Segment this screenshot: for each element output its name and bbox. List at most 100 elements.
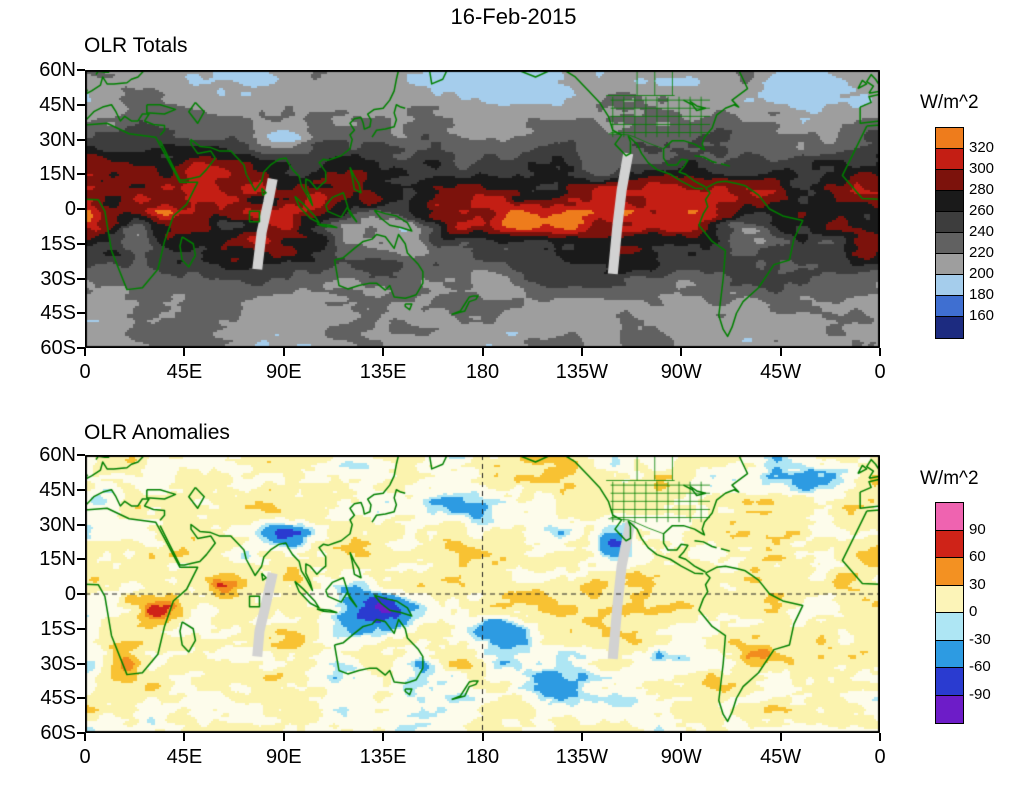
x-axis-tick-mark bbox=[680, 733, 683, 741]
panel-title-olr-totals: OLR Totals bbox=[84, 34, 188, 57]
y-axis-tick-mark bbox=[77, 662, 85, 665]
colorbar-tick-label: 200 bbox=[969, 265, 995, 282]
colorbar-tick-label: 0 bbox=[969, 603, 978, 620]
colorbar-tick-label: 220 bbox=[969, 244, 995, 261]
x-axis-tick-label: 135W bbox=[555, 361, 608, 383]
x-axis-tick-label: 90W bbox=[660, 361, 702, 383]
map-canvas-olr-totals bbox=[85, 70, 880, 348]
y-axis-tick-mark bbox=[77, 732, 85, 734]
colorbar bbox=[935, 502, 964, 724]
x-axis-tick-mark bbox=[481, 348, 484, 356]
y-axis-tick-label: 45N bbox=[39, 478, 76, 501]
y-axis-tick-label: 45S bbox=[40, 302, 76, 325]
colorbar-segment bbox=[936, 317, 963, 338]
colorbar-tick-label: -30 bbox=[969, 630, 991, 648]
colorbar-segment bbox=[936, 149, 963, 170]
colorbar-tick-label: 260 bbox=[969, 202, 995, 219]
y-axis-tick-label: 15N bbox=[39, 548, 76, 571]
x-axis-tick-mark bbox=[680, 348, 683, 356]
x-axis-tick-mark bbox=[580, 733, 583, 741]
y-axis-tick-mark bbox=[77, 173, 85, 176]
x-axis-tick-label: 90E bbox=[265, 746, 302, 768]
y-axis-tick-label: 0 bbox=[64, 198, 76, 220]
y-axis-tick-mark bbox=[77, 593, 85, 595]
x-axis-tick-mark bbox=[282, 348, 285, 356]
x-axis-tick-label: 0 bbox=[79, 746, 91, 768]
y-axis-tick-mark bbox=[77, 697, 85, 700]
x-axis-tick-mark bbox=[382, 348, 385, 356]
y-axis-tick-label: 0 bbox=[64, 583, 76, 605]
x-axis-tick-mark bbox=[282, 733, 285, 741]
colorbar-segment bbox=[936, 296, 963, 317]
y-axis-tick-mark bbox=[77, 523, 85, 526]
y-axis-tick-mark bbox=[77, 208, 85, 210]
y-axis-tick-label: 60N bbox=[39, 444, 76, 466]
x-axis-tick-label: 90E bbox=[265, 361, 302, 383]
x-axis-tick-mark bbox=[481, 733, 484, 741]
x-axis-tick-mark bbox=[779, 733, 782, 741]
y-axis-tick-mark bbox=[77, 103, 85, 106]
y-axis-tick-mark bbox=[77, 69, 85, 71]
y-axis-tick-mark bbox=[77, 488, 85, 491]
colorbar-tick-label: -60 bbox=[969, 658, 991, 675]
panel-title-olr-anomalies: OLR Anomalies bbox=[84, 421, 230, 444]
y-axis-tick-mark bbox=[77, 347, 85, 349]
colorbar-segment bbox=[936, 233, 963, 254]
x-axis-tick-label: 135E bbox=[359, 746, 407, 768]
x-axis-tick-label: 0 bbox=[79, 361, 91, 383]
x-axis-tick-label: 90W bbox=[660, 746, 702, 768]
x-axis-tick-label: 180 bbox=[465, 746, 500, 768]
colorbar-tick-label: 320 bbox=[969, 139, 995, 156]
y-axis-tick-label: 30S bbox=[40, 267, 76, 290]
x-axis-tick-mark bbox=[779, 348, 782, 356]
x-axis-tick-label: 45E bbox=[166, 746, 203, 768]
y-axis-tick-label: 15N bbox=[39, 163, 76, 186]
x-axis-tick-label: 135W bbox=[555, 746, 608, 768]
y-axis-tick-label: 60N bbox=[39, 59, 76, 81]
colorbar-segment bbox=[936, 275, 963, 296]
y-axis-tick-label: 30N bbox=[39, 128, 76, 151]
colorbar-tick-label: -90 bbox=[969, 685, 991, 703]
colorbar-segment bbox=[936, 668, 963, 696]
figure-title-date: 16-Feb-2015 bbox=[450, 4, 577, 29]
y-axis-tick-mark bbox=[77, 312, 85, 315]
x-axis-tick-mark bbox=[84, 733, 86, 741]
x-axis-tick-label: 45W bbox=[760, 361, 802, 383]
y-axis-tick-label: 60S bbox=[40, 722, 76, 744]
y-axis-tick-mark bbox=[77, 138, 85, 141]
colorbar-tick-label: 280 bbox=[969, 181, 995, 198]
x-axis-tick-label: 0 bbox=[874, 746, 886, 768]
colorbar-segment bbox=[936, 128, 963, 149]
y-axis-tick-mark bbox=[77, 558, 85, 561]
colorbar-segment bbox=[936, 503, 963, 531]
colorbar-segment bbox=[936, 530, 963, 558]
colorbar-tick-label: 90 bbox=[969, 520, 986, 538]
x-axis-tick-label: 180 bbox=[465, 361, 500, 383]
colorbar-segment bbox=[936, 191, 963, 212]
y-axis-tick-mark bbox=[77, 242, 85, 245]
x-axis-tick-mark bbox=[382, 733, 385, 741]
y-axis-tick-mark bbox=[77, 627, 85, 630]
colorbar-segment bbox=[936, 558, 963, 586]
colorbar-segment bbox=[936, 613, 963, 641]
colorbar-units-label: W/m^2 bbox=[920, 92, 979, 113]
map-olr-anomalies bbox=[85, 455, 880, 733]
y-axis-tick-label: 30S bbox=[40, 652, 76, 675]
x-axis-tick-mark bbox=[580, 348, 583, 356]
colorbar-segment bbox=[936, 585, 963, 613]
x-axis-tick-label: 45W bbox=[760, 746, 802, 768]
x-axis-tick-mark bbox=[183, 348, 186, 356]
y-axis-tick-mark bbox=[77, 454, 85, 456]
colorbar-tick-label: 60 bbox=[969, 548, 986, 565]
x-axis-tick-label: 0 bbox=[874, 361, 886, 383]
colorbar-segment bbox=[936, 640, 963, 668]
colorbar-tick-label: 180 bbox=[969, 286, 995, 303]
x-axis-tick-mark bbox=[879, 348, 881, 356]
y-axis-tick-label: 60S bbox=[40, 337, 76, 359]
colorbar-tick-label: 240 bbox=[969, 223, 995, 240]
y-axis-tick-mark bbox=[77, 277, 85, 280]
y-axis-tick-label: 45S bbox=[40, 687, 76, 710]
y-axis-tick-label: 45N bbox=[39, 93, 76, 116]
map-olr-totals bbox=[85, 70, 880, 348]
